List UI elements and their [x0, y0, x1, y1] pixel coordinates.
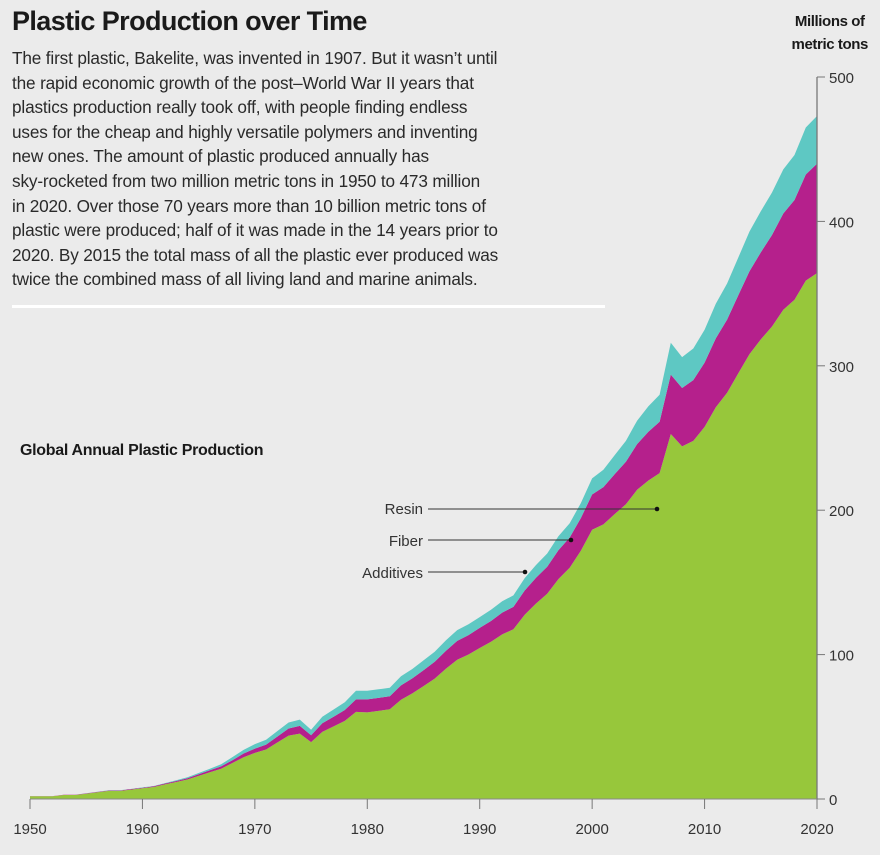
page-title: Plastic Production over Time	[12, 6, 367, 36]
x-tick-label: 2020	[800, 821, 833, 838]
annotation-dot-resin	[654, 506, 660, 512]
x-tick-label: 1970	[238, 821, 271, 838]
paragraph-line: plastics production really took off, wit…	[12, 97, 468, 118]
annotation-label-fiber: Fiber	[389, 533, 423, 550]
paragraph-line: plastic were produced; half of it was ma…	[12, 220, 498, 241]
y-tick-label: 0	[829, 792, 837, 809]
annotation-dot-fiber	[568, 537, 574, 543]
y-axis-unit-line: metric tons	[791, 36, 869, 53]
paragraph-line: The first plastic, Bakelite, was invente…	[12, 48, 498, 68]
paragraph-line: 2020. By 2015 the total mass of all the …	[12, 244, 499, 265]
annotation-label-additives: Additives	[362, 565, 423, 582]
y-axis-unit-label: Millions of metric tons	[791, 10, 869, 56]
annotation-fiber: Fiber	[389, 533, 574, 550]
y-axis-unit-line: Millions of	[794, 13, 865, 30]
y-tick-label: 500	[829, 70, 854, 87]
y-axis: 0 100 200 300 400 500	[816, 70, 854, 809]
chart-title: Global Annual Plastic Production	[20, 442, 264, 459]
intro-paragraph: The first plastic, Bakelite, was invente…	[12, 46, 612, 292]
x-tick-label: 1960	[126, 821, 159, 838]
paragraph-line: twice the combined mass of all living la…	[12, 269, 478, 290]
paragraph-line: in 2020. Over those 70 years more than 1…	[12, 195, 486, 216]
paragraph-line: new ones. The amount of plastic produced…	[12, 146, 429, 167]
annotation-resin: Resin	[385, 501, 660, 518]
x-tick-label: 1990	[463, 821, 496, 838]
paragraph-line: the rapid economic growth of the post–Wo…	[12, 72, 474, 93]
y-tick-label: 100	[829, 648, 854, 665]
area-layers	[30, 116, 817, 800]
annotation-additives: Additives	[362, 565, 528, 582]
annotation-dot-additives	[522, 569, 528, 575]
area-resin	[30, 273, 817, 800]
x-tick-label: 1950	[13, 821, 46, 838]
y-tick-label: 400	[829, 214, 854, 231]
paragraph-line: uses for the cheap and highly versatile …	[12, 121, 478, 142]
x-axis: 1950 1960 1970 1980 1990 2000 2010 2020	[13, 798, 834, 838]
divider	[12, 305, 605, 308]
x-tick-label: 2000	[575, 821, 608, 838]
x-tick-label: 2010	[688, 821, 721, 838]
annotation-label-resin: Resin	[385, 501, 423, 518]
y-tick-label: 200	[829, 503, 854, 520]
x-tick-label: 1980	[351, 821, 384, 838]
paragraph-line: sky-rocketed from two million metric ton…	[12, 170, 481, 191]
y-tick-label: 300	[829, 359, 854, 376]
